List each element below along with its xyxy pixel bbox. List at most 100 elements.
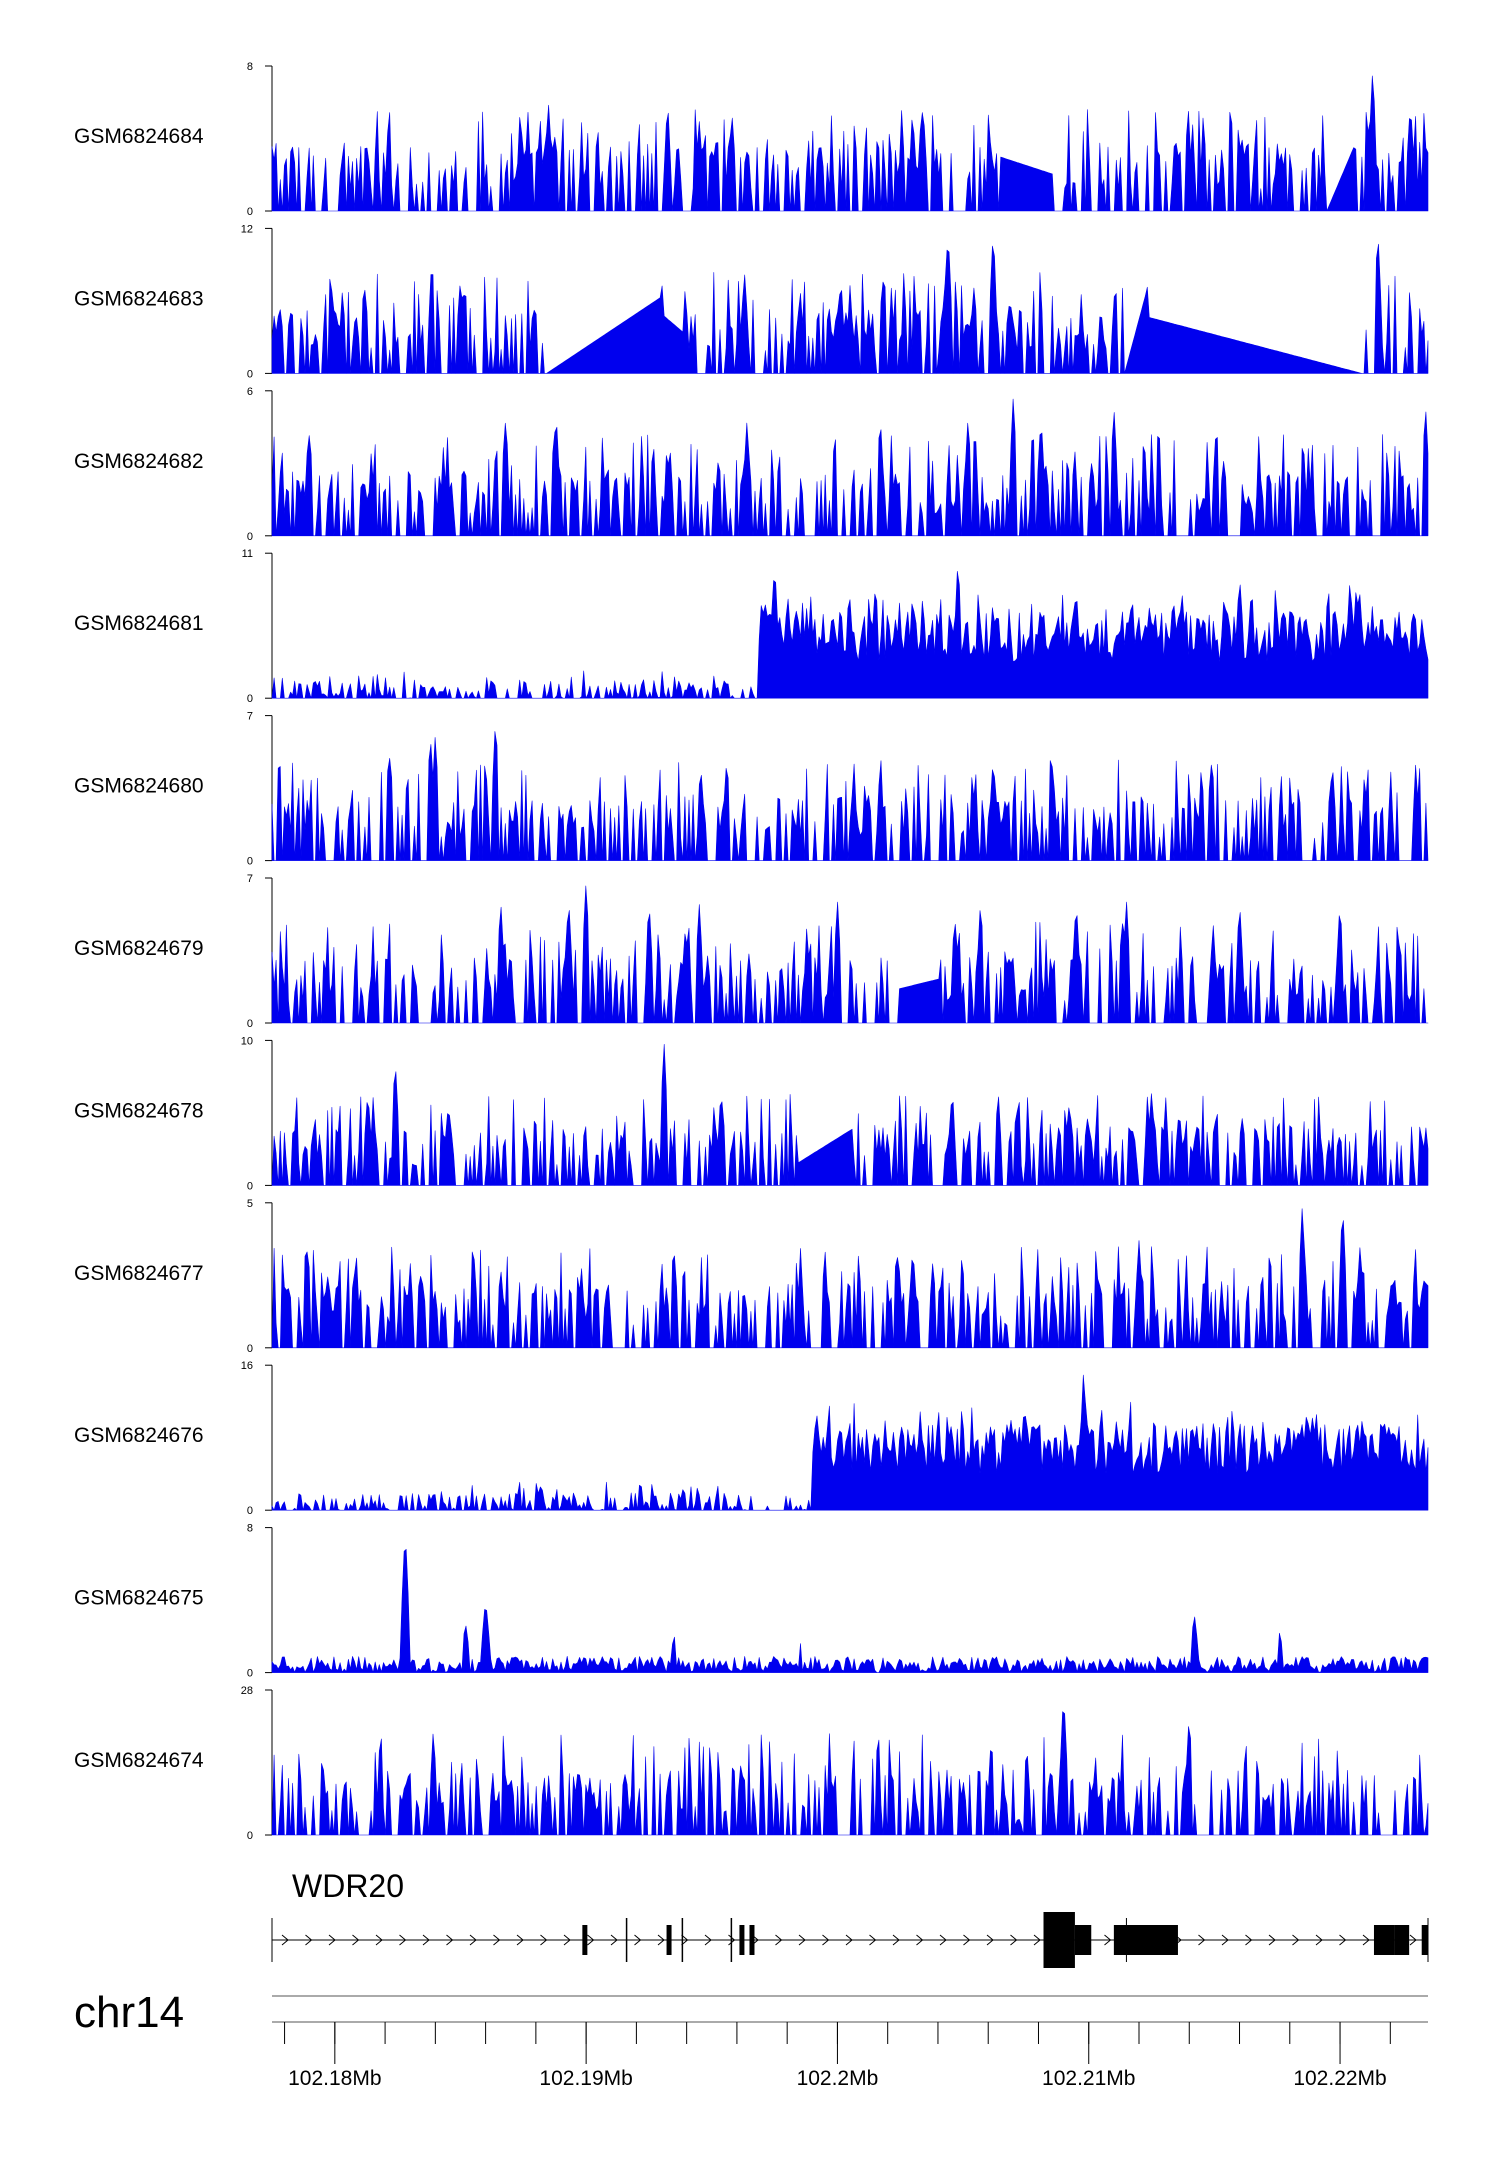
- strand-arrow-icon: [681, 1934, 689, 1946]
- strand-arrow-icon: [399, 1934, 407, 1946]
- strand-arrow-icon: [1292, 1934, 1300, 1946]
- y-axis-max-label: 16: [241, 1360, 253, 1372]
- strand-arrow-icon: [587, 1934, 595, 1946]
- track-gsm6824681: GSM6824681 11 0: [74, 548, 1429, 705]
- strand-arrow-icon: [446, 1934, 454, 1946]
- track-gsm6824683: GSM6824683 12 0: [74, 223, 1429, 380]
- strand-arrow-icon: [1245, 1934, 1253, 1946]
- y-axis-max-label: 10: [241, 1035, 253, 1047]
- strand-arrow-icon: [281, 1934, 289, 1946]
- coverage-area: [271, 1549, 1429, 1673]
- coverage-area: [271, 571, 1429, 699]
- strand-arrow-icon: [822, 1934, 830, 1946]
- strand-arrow-icon: [775, 1934, 783, 1946]
- track-label: GSM6824675: [74, 1587, 204, 1610]
- gene-exon: [1373, 1925, 1395, 1955]
- coverage-area: [271, 1208, 1429, 1349]
- strand-arrow-icon: [540, 1934, 548, 1946]
- strand-arrow-icon: [563, 1934, 571, 1946]
- strand-arrow-icon: [939, 1934, 947, 1946]
- chromosome-label: chr14: [74, 1988, 184, 2037]
- y-axis-max-label: 6: [247, 386, 253, 398]
- y-axis-max-label: 7: [247, 873, 253, 885]
- track-gsm6824680: GSM6824680 7 0: [74, 711, 1429, 868]
- gene-track: WDR20: [271, 1868, 1429, 1968]
- strand-arrow-icon: [375, 1934, 383, 1946]
- strand-arrow-icon: [845, 1934, 853, 1946]
- strand-arrow-icon: [634, 1934, 642, 1946]
- strand-arrow-icon: [1010, 1934, 1018, 1946]
- gene-exon: [625, 1918, 628, 1962]
- strand-arrow-icon: [798, 1934, 806, 1946]
- strand-arrow-icon: [1221, 1934, 1229, 1946]
- track-gsm6824678: GSM6824678 10 0: [74, 1035, 1429, 1192]
- strand-arrow-icon: [1033, 1934, 1041, 1946]
- gene-exon: [749, 1925, 755, 1955]
- gene-exon: [666, 1925, 672, 1955]
- track-label: GSM6824683: [74, 287, 204, 310]
- strand-arrow-icon: [916, 1934, 924, 1946]
- gene-exon: [582, 1925, 588, 1955]
- track-gsm6824675: GSM6824675 8 0: [74, 1523, 1429, 1680]
- y-axis-min-label: 0: [247, 206, 253, 218]
- y-axis-max-label: 12: [241, 223, 253, 235]
- strand-arrow-icon: [869, 1934, 877, 1946]
- gene-exon: [1113, 1925, 1178, 1955]
- strand-arrow-icon: [1409, 1934, 1417, 1946]
- strand-arrow-icon: [657, 1934, 665, 1946]
- x-axis-tick-label: 102.18Mb: [288, 2067, 381, 2090]
- y-axis-min-label: 0: [247, 1505, 253, 1517]
- strand-arrow-icon: [610, 1934, 618, 1946]
- chromosome-axis: chr14 102.18Mb 102.19Mb 102.2Mb 102.21Mb 102.…: [74, 1988, 1428, 2090]
- x-axis-tick-label: 102.21Mb: [1042, 2067, 1135, 2090]
- y-axis-max-label: 5: [247, 1198, 253, 1210]
- x-axis-tick-label: 102.19Mb: [539, 2067, 632, 2090]
- track-label: GSM6824679: [74, 937, 204, 960]
- gene-exon: [730, 1918, 733, 1962]
- strand-arrow-icon: [422, 1934, 430, 1946]
- strand-arrow-icon: [352, 1934, 360, 1946]
- y-axis-min-label: 0: [247, 856, 253, 868]
- track-label: GSM6824678: [74, 1099, 204, 1122]
- track-gsm6824674: GSM6824674 28 0: [74, 1685, 1429, 1842]
- coverage-area: [271, 1374, 1429, 1511]
- track-gsm6824682: GSM6824682 6 0: [74, 386, 1429, 543]
- coverage-area: [271, 75, 1429, 212]
- y-axis-min-label: 0: [247, 531, 253, 543]
- track-label: GSM6824676: [74, 1424, 204, 1447]
- gene-exon: [1421, 1925, 1428, 1955]
- gene-exon: [1394, 1925, 1410, 1955]
- strand-arrow-icon: [1104, 1934, 1112, 1946]
- coverage-area: [271, 398, 1429, 537]
- strand-arrow-icon: [328, 1934, 336, 1946]
- gene-name: WDR20: [292, 1868, 404, 1904]
- track-label: GSM6824680: [74, 775, 204, 798]
- y-axis-min-label: 0: [247, 1830, 253, 1842]
- coverage-area: [271, 731, 1429, 861]
- strand-arrow-icon: [728, 1934, 736, 1946]
- y-axis-max-label: 8: [247, 61, 253, 73]
- strand-arrow-icon: [892, 1934, 900, 1946]
- y-axis-min-label: 0: [247, 693, 253, 705]
- strand-arrow-icon: [1315, 1934, 1323, 1946]
- gene-exon: [681, 1918, 684, 1962]
- gene-exon: [1043, 1912, 1075, 1968]
- track-label: GSM6824677: [74, 1262, 204, 1285]
- gene-exon: [739, 1925, 745, 1955]
- x-axis-tick-label: 102.2Mb: [797, 2067, 879, 2090]
- track-gsm6824684: GSM6824684 8 0: [74, 61, 1429, 218]
- coverage-area: [271, 1711, 1429, 1836]
- track-gsm6824676: GSM6824676 16 0: [74, 1360, 1429, 1517]
- y-axis-max-label: 8: [247, 1523, 253, 1535]
- strand-arrow-icon: [493, 1934, 501, 1946]
- x-axis-tick-label: 102.22Mb: [1293, 2067, 1386, 2090]
- strand-arrow-icon: [1198, 1934, 1206, 1946]
- coverage-area: [271, 885, 1429, 1024]
- strand-arrow-icon: [516, 1934, 524, 1946]
- y-axis-min-label: 0: [247, 1018, 253, 1030]
- y-axis-max-label: 11: [242, 548, 253, 560]
- track-label: GSM6824681: [74, 612, 204, 635]
- strand-arrow-icon: [986, 1934, 994, 1946]
- strand-arrow-icon: [1362, 1934, 1370, 1946]
